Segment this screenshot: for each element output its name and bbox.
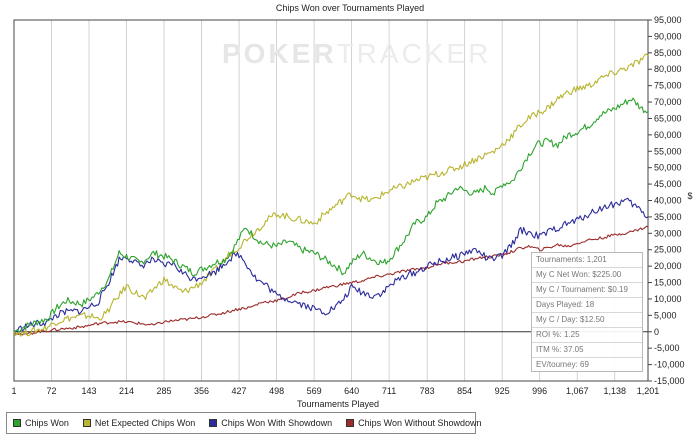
y-tick-label: 90,000 xyxy=(654,31,682,41)
x-tick-label: 1,067 xyxy=(566,386,589,396)
y-tick-label: 70,000 xyxy=(654,97,682,107)
x-tick-label: 356 xyxy=(194,386,209,396)
stats-panel: Tournaments: 1,201 My C Net Won: $225.00… xyxy=(531,252,643,372)
y-tick-label: -15,000 xyxy=(654,376,685,386)
chart-title: Chips Won over Tournaments Played xyxy=(276,3,424,13)
legend-label: Chips Won With Showdown xyxy=(221,418,333,428)
y-tick-label: 95,000 xyxy=(654,15,682,25)
y-tick-label: 25,000 xyxy=(654,245,682,255)
legend-label: Chips Won Without Showdown xyxy=(358,418,482,428)
y-tick-label: 5,000 xyxy=(654,310,677,320)
chart-legend: Chips Won Net Expected Chips Won Chips W… xyxy=(6,412,482,434)
y-axis-title: $ xyxy=(687,191,692,201)
y-tick-label: 45,000 xyxy=(654,179,682,189)
y-tick-label: 20,000 xyxy=(654,261,682,271)
legend-label: Net Expected Chips Won xyxy=(94,418,196,428)
x-tick-label: 996 xyxy=(532,386,547,396)
stat-net-won: My C Net Won: $225.00 xyxy=(532,268,642,283)
x-tick-label: 1,138 xyxy=(603,386,626,396)
series-layer xyxy=(13,53,649,337)
series-line-chips-won-with-showdown xyxy=(13,197,649,333)
legend-swatch xyxy=(13,419,21,427)
stat-per-tournament: My C / Tournament: $0.19 xyxy=(532,283,642,298)
series-line-chips-won xyxy=(13,97,649,333)
series-line-net-expected-chips-won xyxy=(13,53,649,337)
watermark-part1: POKER xyxy=(222,38,337,69)
y-tick-label: -5,000 xyxy=(654,343,680,353)
stat-roi: ROI %: 1.25 xyxy=(532,328,642,343)
x-axis-title: Tournaments Played xyxy=(297,399,379,409)
y-tick-label: 30,000 xyxy=(654,228,682,238)
x-tick-label: 783 xyxy=(420,386,435,396)
x-tick-label: 1,201 xyxy=(637,386,660,396)
stat-days-played: Days Played: 18 xyxy=(532,298,642,313)
legend-item-without-showdown[interactable]: Chips Won Without Showdown xyxy=(346,418,482,428)
legend-swatch xyxy=(346,419,355,427)
legend-item-with-showdown[interactable]: Chips Won With Showdown xyxy=(209,418,332,428)
y-tick-label: 75,000 xyxy=(654,81,682,91)
x-tick-label: 427 xyxy=(232,386,247,396)
y-tick-label: 35,000 xyxy=(654,212,682,222)
series-line-chips-won-without-showdown xyxy=(13,225,649,336)
legend-swatch xyxy=(209,419,218,427)
watermark-part2: TRACKER xyxy=(336,38,492,69)
stat-ev-tourney: EV/tourney: 69 xyxy=(536,360,589,369)
y-tick-label: 60,000 xyxy=(654,130,682,140)
x-tick-label: 854 xyxy=(457,386,472,396)
x-tick-label: 569 xyxy=(307,386,322,396)
y-tick-label: 10,000 xyxy=(654,294,682,304)
x-tick-label: 711 xyxy=(382,386,396,396)
x-tick-label: 1 xyxy=(11,386,16,396)
y-tick-label: 65,000 xyxy=(654,113,682,123)
y-tick-label: 85,000 xyxy=(654,48,682,58)
y-tick-label: 40,000 xyxy=(654,196,682,206)
legend-label: Chips Won xyxy=(25,418,69,428)
y-tick-label: 50,000 xyxy=(654,163,682,173)
x-axis-ticks: 1 72 143 214 285 356 427 498 569 640 711 783 854 925 9… xyxy=(11,386,659,396)
x-tick-label: 640 xyxy=(344,386,359,396)
y-tick-label: 15,000 xyxy=(654,278,682,288)
legend-item-net-expected[interactable]: Net Expected Chips Won xyxy=(82,418,196,428)
y-tick-label: -10,000 xyxy=(654,360,685,370)
x-tick-label: 143 xyxy=(82,386,97,396)
stat-itm: ITM %: 37.05 xyxy=(532,343,642,358)
stat-per-day: My C / Day: $12.50 xyxy=(532,313,642,328)
legend-swatch xyxy=(82,419,91,427)
x-tick-label: 72 xyxy=(47,386,57,396)
legend-item-chips-won[interactable]: Chips Won xyxy=(13,418,69,428)
y-axis-ticks: 95,000 90,000 85,000 80,000 75,000 70,000 65,0… xyxy=(648,15,685,386)
x-tick-label: 214 xyxy=(119,386,134,396)
y-tick-label: 80,000 xyxy=(654,64,682,74)
x-tick-label: 498 xyxy=(269,386,284,396)
y-tick-label: 55,000 xyxy=(654,146,682,156)
y-tick-label: 0 xyxy=(654,327,659,337)
stat-tournaments: Tournaments: 1,201 xyxy=(532,253,642,268)
x-tick-label: 925 xyxy=(495,386,510,396)
x-tick-label: 285 xyxy=(157,386,172,396)
pokertracker-watermark: POKERTRACKER xyxy=(222,38,491,70)
